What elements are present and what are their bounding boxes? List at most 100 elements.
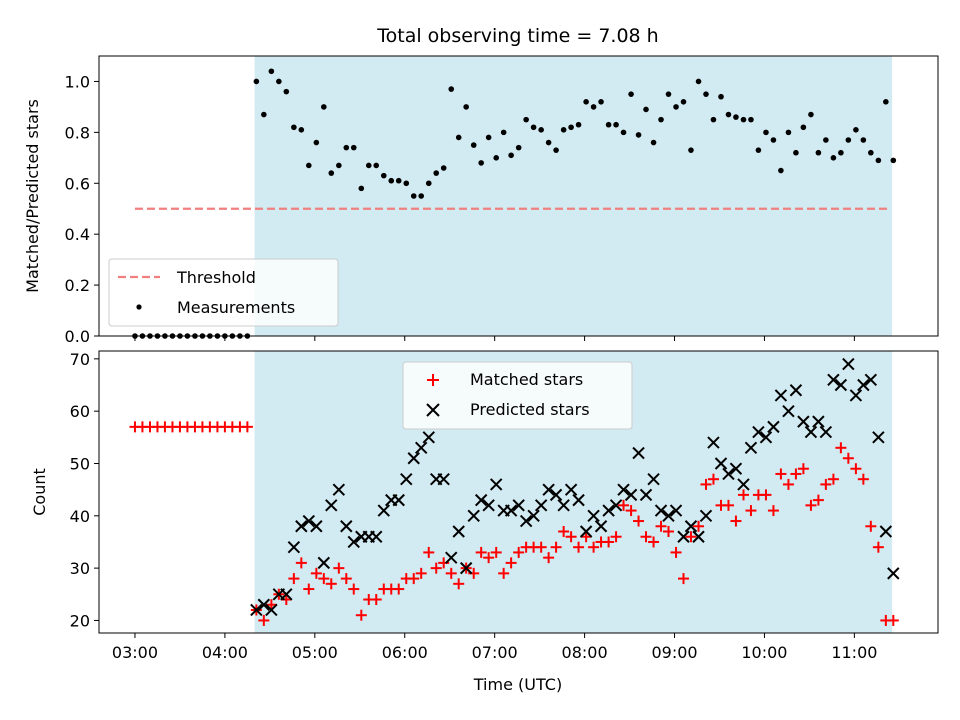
matched-star-point [535, 541, 547, 553]
count-legend-box [402, 361, 633, 430]
matched-star-point [857, 473, 869, 485]
count-y-tick-label: 40 [70, 507, 90, 526]
predicted-star-point [827, 373, 840, 386]
predicted-star-point [887, 567, 900, 580]
predicted-star-point [647, 472, 660, 486]
matched-star-point [408, 573, 420, 585]
matched-star-point [835, 442, 847, 454]
predicted-star-point [744, 441, 758, 454]
matched-star-point [648, 536, 660, 548]
count-x-tick-label: 08:00 [562, 643, 608, 662]
measurement-point [755, 147, 762, 153]
measurement-point [635, 132, 642, 138]
predicted-star-point [302, 514, 316, 528]
matched-star-point [580, 531, 592, 543]
measurement-point [321, 104, 327, 110]
measurement-point [508, 152, 514, 159]
measurement-point [845, 137, 852, 143]
predicted-star-point [557, 499, 570, 512]
measurement-point [560, 127, 567, 133]
predicted-star-point [797, 415, 810, 428]
measurement-point [740, 116, 747, 123]
measurement-point [808, 111, 814, 118]
count-x-tick-label: 06:00 [382, 643, 428, 662]
measurement-point [650, 139, 657, 146]
predicted-star-point [572, 493, 585, 507]
matched-star-point [505, 557, 517, 569]
matched-star-point [678, 573, 690, 585]
matched-star-point [625, 505, 637, 517]
measurement-point [433, 170, 440, 176]
predicted-star-point [789, 384, 803, 397]
measurement-point [838, 149, 844, 156]
predicted-star-point [295, 520, 308, 533]
predicted-star-point [564, 483, 578, 496]
matched-star-point [513, 546, 525, 558]
predicted-star-point [714, 457, 728, 470]
measurement-point [313, 139, 320, 146]
measurement-point [568, 124, 574, 131]
matched-star-point [565, 531, 577, 543]
predicted-star-point [639, 488, 653, 502]
measurement-point [336, 162, 342, 169]
observing-span-shade [254, 56, 893, 336]
measurement-point [770, 137, 777, 143]
matched-star-point [543, 552, 555, 564]
predicted-star-point [445, 551, 458, 564]
predicted-star-point [437, 472, 450, 486]
ratio-y-ticks: 0.0 0.2 0.4 0.6 0.8 1.0 [65, 72, 99, 346]
ratio-y-tick-label: 0.2 [65, 276, 90, 295]
predicted-star-point [752, 425, 765, 439]
matched-star-point [775, 468, 787, 480]
measurement-point [553, 147, 559, 153]
matched-star-point [498, 567, 510, 579]
measurement-point [530, 124, 537, 131]
measurement-point [598, 99, 604, 105]
count-x-axis-label: Time (UTC) [473, 675, 562, 694]
measurement-point [875, 157, 882, 164]
matched-stars-points [129, 421, 899, 626]
predicted-star-point [414, 441, 428, 454]
measurement-point [823, 137, 829, 143]
measurement-point [733, 114, 739, 120]
measurement-point [268, 68, 275, 75]
ratio-axes-frame [98, 55, 939, 337]
predicted-star-point [332, 483, 346, 496]
matched-star-point [603, 536, 615, 548]
measurement-point [575, 121, 582, 128]
measurement-point [673, 104, 679, 110]
matched-star-point [745, 505, 757, 517]
legend-matched-label: Matched stars [470, 370, 583, 389]
matched-star-point [693, 520, 705, 532]
matched-star-point [241, 421, 253, 433]
ratio-y-tick-label: 0.6 [65, 174, 90, 193]
predicted-star-point [684, 520, 698, 533]
measurement-point [658, 116, 664, 123]
matched-star-point [610, 531, 622, 543]
measurement-point [860, 137, 867, 143]
predicted-star-point [422, 431, 435, 444]
matched-star-point [303, 583, 315, 595]
matched-star-point [842, 452, 854, 464]
predicted-star-point [280, 588, 293, 601]
measurement-point [718, 93, 724, 100]
count-panel: 20 30 40 50 60 70 03:00 04:00 05:00 06:00 07:00 08… [30, 350, 939, 694]
measurement-point [380, 172, 387, 179]
predicted-star-point [842, 357, 855, 371]
ratio-legend: Threshold Measurements [108, 258, 339, 327]
predicted-star-point [347, 535, 360, 549]
predicted-star-point [759, 431, 773, 444]
predicted-star-point [489, 478, 503, 491]
matched-star-point [445, 567, 457, 579]
predicted-star-point [737, 478, 750, 491]
matched-star-point [887, 614, 899, 626]
matched-star-point [348, 583, 360, 595]
count-y-tick-label: 50 [70, 454, 90, 473]
predicted-star-point [407, 452, 420, 465]
predicted-star-point [849, 389, 863, 402]
matched-star-point [805, 499, 817, 511]
matched-star-point [295, 557, 307, 569]
measurement-point [373, 162, 380, 169]
predicted-star-point [632, 446, 645, 460]
